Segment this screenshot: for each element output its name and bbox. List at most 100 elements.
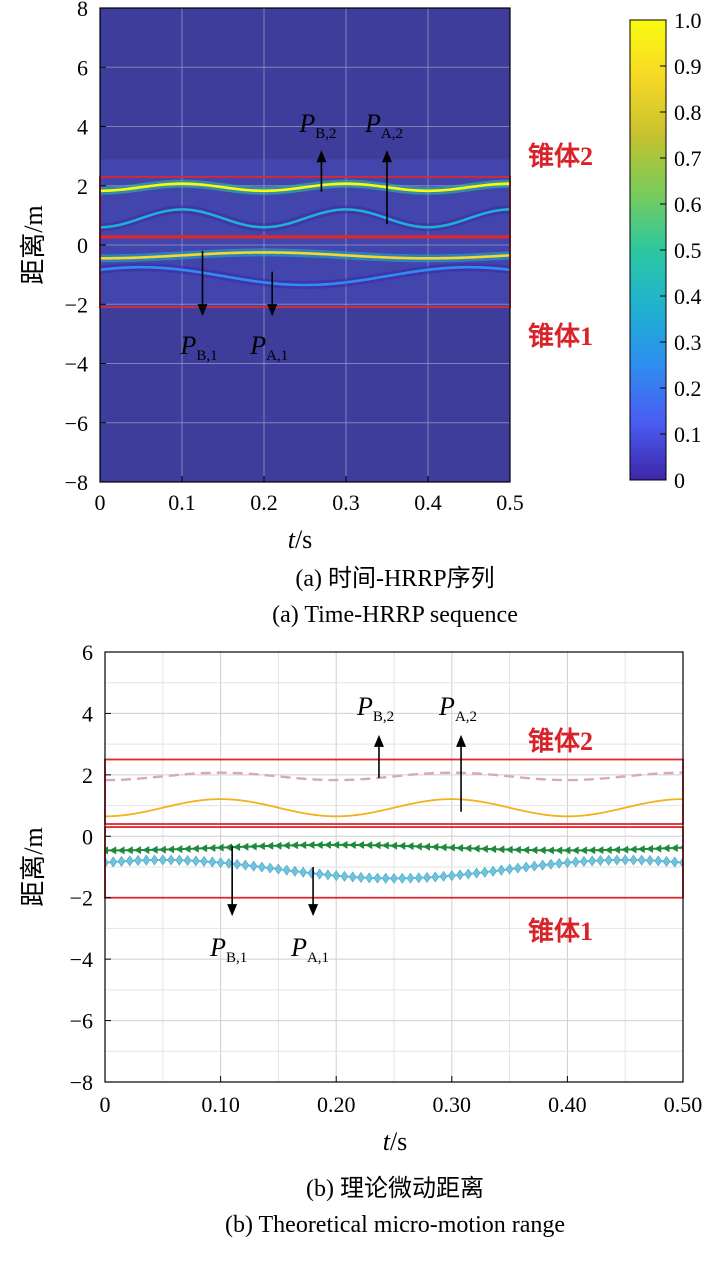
region-label: 锥体1 (528, 917, 593, 946)
series-point (612, 845, 620, 854)
series-point (241, 842, 249, 851)
series-point (233, 858, 241, 870)
series-point (241, 859, 250, 871)
series-point (621, 845, 629, 854)
series-point (464, 868, 473, 880)
x-tick-label: 0.40 (548, 1092, 587, 1117)
series-point (480, 844, 488, 853)
annotation-arrow-head (456, 734, 467, 747)
y-tick-label: 0 (77, 233, 88, 258)
series-point (175, 845, 183, 854)
annotation-arrow-head (382, 150, 392, 163)
series-point (299, 866, 308, 878)
series-point (613, 854, 621, 866)
series-point (142, 854, 151, 866)
annotation-arrow-head (308, 904, 319, 917)
series-point (604, 845, 612, 854)
colorbar-tick-label: 0 (674, 468, 685, 493)
annotation-label: PA,1 (249, 331, 288, 364)
series-point (356, 841, 364, 850)
series-point (679, 845, 683, 850)
series-point (109, 856, 118, 868)
x-tick-label: 0.20 (317, 1092, 356, 1117)
x-tick-label: 0 (95, 490, 106, 515)
colorbar-tick-label: 0.6 (674, 192, 702, 217)
series-point (257, 842, 265, 851)
series-point (340, 840, 348, 849)
series-point (365, 841, 373, 850)
x-tick-label: 0.5 (496, 490, 524, 515)
x-tick-label: 0.30 (433, 1092, 472, 1117)
series-point (307, 841, 315, 850)
caption-b-zh: (b) 理论微动距离 (306, 1175, 484, 1202)
y-tick-label: 2 (77, 174, 88, 199)
region-label: 锥体1 (528, 322, 593, 351)
annotation-arrow-head (227, 904, 238, 917)
series-point (406, 842, 414, 851)
series-point (431, 871, 440, 883)
series-point (315, 868, 324, 880)
series-point (398, 841, 406, 850)
series-point (175, 854, 184, 866)
series-point (266, 841, 274, 850)
colorbar-tick-label: 0.2 (674, 376, 702, 401)
annotation-label: PB,1 (180, 331, 218, 364)
series-point (513, 845, 521, 854)
series-point (216, 843, 224, 852)
series-point (447, 870, 456, 882)
series-point (109, 846, 117, 855)
series-point (340, 870, 349, 882)
series-point (150, 845, 158, 854)
annotation-label: PA,1 (290, 933, 329, 966)
series-point (191, 855, 200, 867)
series-point (150, 854, 159, 866)
series-point (274, 841, 282, 850)
series-point (563, 846, 571, 855)
track-line (100, 251, 510, 260)
y-tick-label: −2 (65, 292, 88, 317)
series-point (439, 870, 448, 882)
series-point (183, 854, 192, 866)
x-axis-label-b: t/s (383, 1127, 408, 1156)
x-tick-label: 0 (100, 1092, 111, 1117)
series-point (596, 846, 604, 855)
series-point (134, 846, 142, 855)
series-point (538, 846, 546, 855)
series-point (629, 854, 638, 866)
series-point (167, 854, 175, 866)
region-label: 锥体2 (528, 727, 593, 756)
series-point (357, 871, 365, 883)
series-point (637, 854, 646, 866)
y-tick-label: 2 (82, 763, 93, 788)
plot-frame-b (104, 651, 684, 1083)
series-point (662, 844, 670, 853)
series-point (637, 845, 645, 854)
series-point (423, 842, 431, 851)
series-point (571, 846, 579, 855)
series-point (274, 863, 283, 875)
caption-b-en: (b) Theoretical micro-motion range (225, 1212, 565, 1238)
series-point (158, 854, 167, 866)
colorbar-tick-label: 0.4 (674, 284, 702, 309)
series-point (406, 872, 415, 884)
series-point (472, 844, 480, 853)
annotation-arrow-head (373, 734, 384, 747)
x-tick-label: 0.4 (414, 490, 442, 515)
series-point (142, 845, 150, 854)
series-point (431, 843, 439, 852)
caption-a-en: (a) Time-HRRP sequence (272, 602, 518, 628)
series-point (645, 844, 653, 853)
series-point (266, 862, 275, 874)
series-point (381, 872, 390, 884)
series-point (282, 864, 291, 876)
y-tick-label: −6 (70, 1009, 93, 1034)
series-point (332, 840, 340, 849)
series-point (290, 841, 298, 850)
y-tick-label: −8 (65, 470, 88, 495)
track-line (100, 265, 510, 287)
y-tick-label: 4 (82, 701, 93, 726)
series-point (373, 872, 382, 884)
series-point (249, 860, 258, 872)
annotation-label: PA,2 (438, 692, 477, 725)
series-point (158, 845, 166, 854)
